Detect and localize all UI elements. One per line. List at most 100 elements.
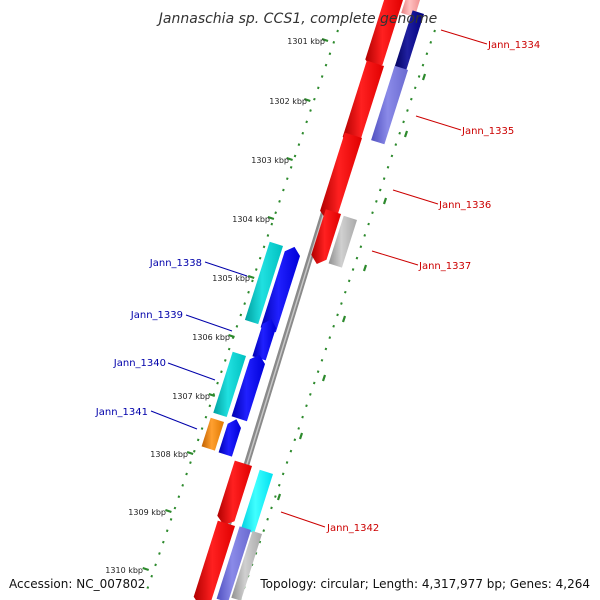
gene-arrow-jann-1340[interactable] (231, 354, 265, 422)
gene-arrow-jann-1334[interactable] (365, 0, 403, 69)
outer-ring-tick (208, 404, 212, 408)
outer-ring-tick (301, 131, 305, 135)
gene-arrow-1335-lav[interactable] (371, 65, 408, 145)
inner-ring-tick (305, 404, 308, 408)
outer-ring-tick (336, 29, 339, 33)
outer-ring-tick (239, 313, 243, 317)
inner-ring-tick (289, 449, 293, 453)
gene-arrow-1337-grey[interactable] (328, 215, 357, 268)
gene-label-jann-1336[interactable]: Jann_1336 (438, 200, 491, 211)
outer-ring-tick (216, 381, 219, 385)
gene-arrow-1342-lav[interactable] (216, 526, 251, 600)
major-tick (286, 156, 293, 162)
leader-jann-1340 (167, 362, 216, 381)
inner-ring-tick (309, 393, 312, 396)
inner-ring-tick (281, 472, 285, 476)
inner-ring-tick (336, 313, 339, 317)
inner-ring-tick (425, 52, 429, 56)
gene-arrow-jann-1342[interactable] (240, 469, 273, 534)
gene-arrow-jann-1337[interactable] (311, 209, 341, 264)
gene-label-jann-1339[interactable]: Jann_1339 (130, 310, 183, 321)
major-tick (382, 197, 388, 205)
major-tick (303, 97, 311, 103)
gene-arrow-jann-1336[interactable] (320, 132, 362, 221)
leader-jann-1337 (371, 250, 419, 266)
outer-ring-tick (282, 188, 285, 192)
major-tick (208, 392, 216, 398)
outer-ring-tick (293, 154, 297, 158)
inner-ring-tick (285, 461, 289, 464)
inner-ring-tick (254, 551, 258, 555)
gene-arrow-jann-1341[interactable] (218, 419, 241, 457)
gene-arrow-jann-1338[interactable] (260, 246, 300, 333)
inner-ring-tick (359, 245, 363, 249)
outer-ring-tick (162, 540, 165, 544)
inner-ring-tick (410, 97, 413, 101)
inner-ring-tick (312, 381, 316, 385)
outer-ring-tick (266, 234, 270, 237)
gene-arrow-jann-1335[interactable] (342, 60, 384, 147)
tick-label-1302: 1302 kbp (269, 97, 307, 106)
gene-arrow-1342-grey[interactable] (231, 531, 262, 600)
gene-label-jann-1337[interactable]: Jann_1337 (418, 261, 471, 272)
major-tick (186, 450, 194, 456)
tick-label-1307: 1307 kbp (172, 392, 210, 401)
outer-ring-tick (220, 370, 223, 374)
major-tick (142, 566, 150, 572)
gene-arrow-1342-red[interactable] (217, 460, 252, 526)
leader-jann-1341 (150, 410, 198, 430)
inner-ring-tick (375, 199, 378, 203)
major-tick (276, 493, 282, 501)
outer-ring-tick (258, 256, 262, 260)
outer-ring-tick (181, 483, 184, 487)
tick-label-1309: 1309 kbp (128, 508, 166, 517)
gene-arrow-jann-1340-cyan[interactable] (213, 351, 246, 417)
outer-ring-tick (270, 222, 274, 226)
inner-ring-tick (413, 86, 417, 90)
gene-label-jann-1335[interactable]: Jann_1335 (461, 126, 514, 137)
outer-ring-tick (177, 495, 181, 499)
tick-label-1310: 1310 kbp (105, 566, 143, 575)
major-tick (267, 215, 275, 221)
outer-ring-tick (289, 165, 293, 169)
outer-ring-tick (154, 563, 157, 567)
inner-ring-tick (258, 540, 262, 544)
gene-label-jann-1340[interactable]: Jann_1340 (113, 358, 166, 369)
gene-arrow-1334-navy[interactable] (393, 10, 424, 78)
leader-jann-1339 (185, 314, 233, 332)
outer-ring-tick (243, 302, 246, 305)
gene-label-jann-1341[interactable]: Jann_1341 (95, 407, 148, 418)
outer-ring-tick (324, 63, 328, 67)
gene-label-jann-1338[interactable]: Jann_1338 (149, 258, 202, 269)
gene-arrow-jann-1339[interactable] (252, 319, 276, 361)
outer-ring-tick (274, 211, 277, 215)
tick-label-1301: 1301 kbp (287, 37, 325, 46)
outer-ring-tick (169, 518, 173, 521)
inner-ring-tick (274, 495, 277, 498)
gene-features (193, 0, 424, 600)
outer-ring-tick (320, 75, 324, 78)
leader-jann-1334 (440, 29, 488, 45)
gene-label-jann-1334[interactable]: Jann_1334 (487, 40, 540, 51)
outer-ring-tick (146, 586, 150, 589)
outer-ring-tick (193, 449, 196, 453)
tick-label-1304: 1304 kbp (232, 215, 270, 224)
gene-label-jann-1342[interactable]: Jann_1342 (326, 523, 379, 534)
major-tick (247, 274, 255, 280)
outer-ring-tick (189, 461, 192, 464)
inner-ring-tick (293, 438, 297, 442)
inner-ring-tick (297, 427, 300, 430)
gene-arrow-1342-red2[interactable] (193, 520, 235, 600)
outer-ring-tick (247, 290, 250, 294)
inner-ring-tick (340, 302, 343, 305)
inner-ring-tick (363, 234, 367, 237)
outer-ring-tick (185, 472, 188, 476)
gene-arrow-jann-1341-orange[interactable] (201, 417, 224, 451)
outer-ring-tick (165, 529, 169, 533)
inner-tick-ring (239, 29, 436, 600)
major-tick (321, 37, 329, 43)
gene-arrow-jann-1338-cyan[interactable] (244, 241, 283, 325)
inner-ring-tick (406, 109, 409, 112)
outer-ring-tick (305, 120, 308, 124)
